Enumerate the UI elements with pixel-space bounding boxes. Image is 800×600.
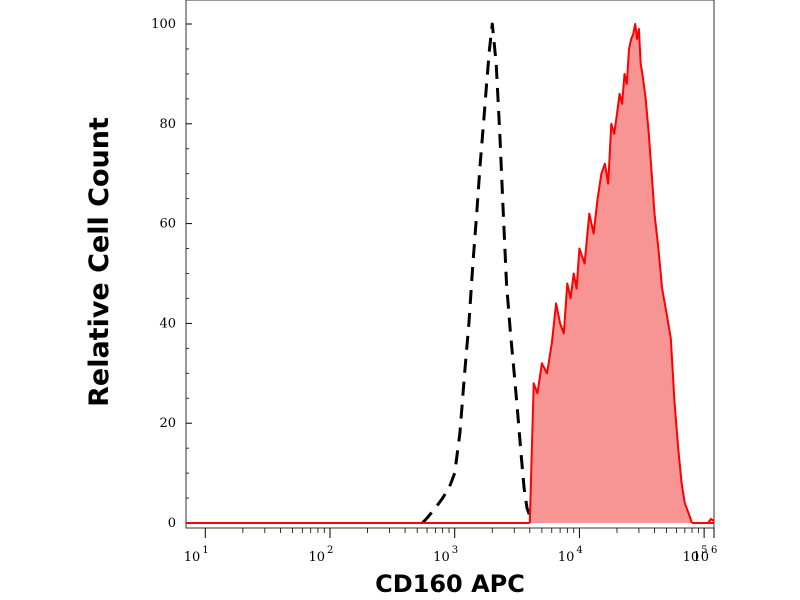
x-tick-base: 10 xyxy=(692,550,709,565)
x-tick-exponent: 3 xyxy=(452,545,458,556)
control-histogram-line xyxy=(421,22,534,525)
y-axis-title: Relative Cell Count xyxy=(84,117,115,407)
sample-histogram-line xyxy=(528,23,693,524)
x-tick-base: 10 xyxy=(558,550,575,565)
plot-frame xyxy=(185,0,715,529)
x-tick-exponent: 4 xyxy=(576,545,582,556)
y-tick-label: 100 xyxy=(151,17,176,32)
y-tick-label: 40 xyxy=(159,316,176,331)
sample-histogram-fill xyxy=(529,24,692,523)
y-tick-label: 20 xyxy=(159,416,176,431)
x-tick-base: 10 xyxy=(683,550,700,565)
x-tick-base: 10 xyxy=(184,550,201,565)
x-axis-title: CD160 APC xyxy=(375,570,525,598)
x-tick-exponent: 6 xyxy=(711,545,717,556)
x-tick-base: 10 xyxy=(433,550,450,565)
y-tick-label: 60 xyxy=(159,217,176,232)
x-tick-exponent: 1 xyxy=(202,545,208,556)
x-tick-base: 10 xyxy=(308,550,325,565)
y-tick-label: 80 xyxy=(159,117,176,132)
x-tick-exponent: 2 xyxy=(327,545,333,556)
sample-histogram-tail xyxy=(707,517,715,524)
y-tick-label: 0 xyxy=(168,516,176,531)
x-tick-exponent: 5 xyxy=(701,545,707,556)
data-series xyxy=(186,22,715,525)
